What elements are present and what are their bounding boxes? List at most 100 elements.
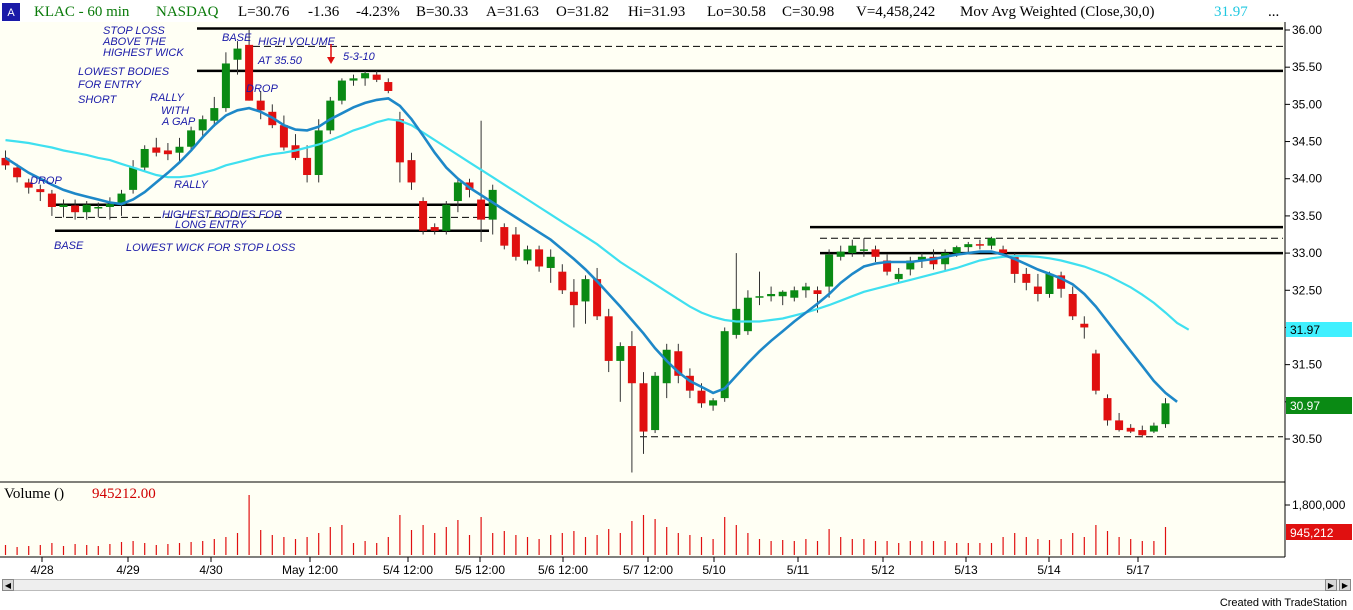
last-price: L=30.76 xyxy=(238,4,290,20)
candle-body xyxy=(1149,425,1158,432)
x-tick-label: 5/11 xyxy=(787,563,810,577)
x-tick-label: 4/30 xyxy=(199,563,223,577)
x-axis-ticks: 4/28 4/29 4/30 May 12:00 5/4 12:00 5/5 12:00 5… xyxy=(30,557,1150,577)
candle-body xyxy=(13,167,22,178)
candle-body xyxy=(59,204,68,207)
candle-body xyxy=(245,44,254,101)
candle-body xyxy=(1115,420,1124,431)
candle-body xyxy=(941,253,950,265)
y-tick-label: 31.50 xyxy=(1292,358,1322,372)
horizontal-scrollbar[interactable] xyxy=(2,579,1351,591)
candle-body xyxy=(24,182,33,188)
annotation-stop-loss: HIGHEST WICK xyxy=(103,47,184,59)
net-change: -1.36 xyxy=(308,4,340,20)
candles xyxy=(1,30,1170,473)
x-tick-label: 4/29 xyxy=(116,563,140,577)
candle-body xyxy=(105,204,114,207)
candle-body xyxy=(337,80,346,101)
wma-price-tag: 31.97 xyxy=(1290,323,1320,337)
candle-body xyxy=(384,82,393,91)
volume-axis-label: 1,800,000 xyxy=(1292,498,1346,512)
candle-body xyxy=(836,251,845,257)
indicator-value: 31.97 xyxy=(1214,4,1248,20)
candle-body xyxy=(813,290,822,294)
horizontal-levels xyxy=(55,27,1283,438)
x-tick-label: 5/12 xyxy=(871,563,895,577)
pct-change: -4.23% xyxy=(356,4,400,20)
candle-body xyxy=(999,249,1008,254)
candle-body xyxy=(453,182,462,202)
candle-body xyxy=(256,100,265,111)
candle-body xyxy=(964,244,973,248)
candle-body xyxy=(593,279,602,317)
x-tick-label: 5/14 xyxy=(1037,563,1061,577)
open-price: O=31.82 xyxy=(556,4,609,20)
x-tick-label: 5/10 xyxy=(702,563,726,577)
candle-body xyxy=(743,297,752,332)
candle-body xyxy=(685,375,694,391)
candle-body xyxy=(187,130,196,147)
candle-body xyxy=(1,157,10,166)
candle-body xyxy=(558,271,567,291)
scroll-right-button[interactable]: ▶ xyxy=(1325,579,1337,591)
header-more: ... xyxy=(1268,4,1279,20)
annotation-date: 5-3-10 xyxy=(343,51,376,63)
annotation-lowest-bodies: FOR ENTRY xyxy=(78,79,142,91)
candle-body xyxy=(419,201,428,231)
candle-body xyxy=(917,256,926,261)
candle-body xyxy=(221,63,230,109)
candle-body xyxy=(755,296,764,298)
candle-body xyxy=(477,199,486,220)
candle-body xyxy=(430,227,439,231)
y-tick-label: 35.50 xyxy=(1292,60,1322,74)
plot-background xyxy=(0,22,1285,557)
candle-body xyxy=(1068,293,1077,317)
y-tick-label: 30.50 xyxy=(1292,432,1322,446)
candle-body xyxy=(639,383,648,432)
x-tick-label: 4/28 xyxy=(30,563,54,577)
candle-body xyxy=(152,147,161,153)
wma-price-tag-bg xyxy=(1286,322,1352,337)
annotation-lowest-bodies: LOWEST BODIES xyxy=(78,66,170,78)
candle-body xyxy=(987,238,996,246)
y-tick-label: 33.50 xyxy=(1292,209,1322,223)
candle-body xyxy=(47,193,56,207)
annotation-stop-loss: ABOVE THE xyxy=(102,36,167,48)
annotation-lowest-bodies: SHORT xyxy=(78,94,118,106)
candle-body xyxy=(1010,256,1019,274)
candle-body xyxy=(1080,323,1089,328)
annotation-lowest-wick: LOWEST WICK FOR STOP LOSS xyxy=(126,242,296,254)
candle-body xyxy=(894,273,903,280)
indicator-label: Mov Avg Weighted (Close,30,0) xyxy=(960,4,1154,20)
window-icon-letter: A xyxy=(7,7,15,19)
candle-body xyxy=(129,167,138,190)
annotation-base: BASE xyxy=(222,32,252,44)
x-tick-label: May 12:00 xyxy=(282,563,338,577)
candle-body xyxy=(674,351,683,376)
candle-body xyxy=(140,148,149,168)
candle-body xyxy=(906,260,915,270)
scroll-end-button[interactable]: ▶ xyxy=(1339,579,1351,591)
y-tick-label: 36.00 xyxy=(1292,23,1322,37)
volume-current: 945212.00 xyxy=(92,486,156,502)
candle-body xyxy=(523,249,532,261)
exchange-label: NASDAQ xyxy=(156,4,219,20)
scroll-left-button[interactable]: ◀ xyxy=(2,579,14,591)
candle-body xyxy=(651,375,660,431)
candle-body xyxy=(616,346,625,361)
footer-credit: Created with TradeStation xyxy=(1219,597,1347,609)
candle-body xyxy=(767,293,776,297)
window-icon[interactable] xyxy=(2,3,20,21)
candle-body xyxy=(581,279,590,302)
candle-body xyxy=(303,157,312,176)
candle-body xyxy=(488,189,497,220)
candle-body xyxy=(71,205,80,213)
candle-body xyxy=(848,245,857,254)
candle-body xyxy=(117,193,126,205)
candle-body xyxy=(825,254,834,287)
x-tick-label: 5/7 12:00 xyxy=(623,563,673,577)
y-tick-label: 34.50 xyxy=(1292,135,1322,149)
candle-body xyxy=(1091,353,1100,391)
candle-body xyxy=(627,346,636,384)
